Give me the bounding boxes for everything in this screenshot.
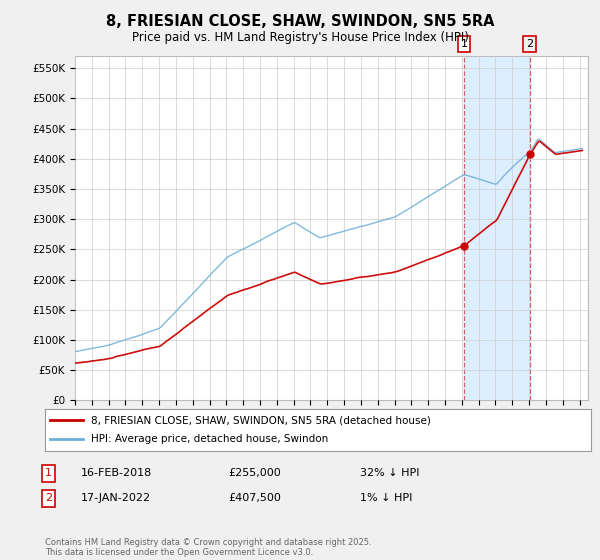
Text: Price paid vs. HM Land Registry's House Price Index (HPI): Price paid vs. HM Land Registry's House … [131,31,469,44]
Text: 1% ↓ HPI: 1% ↓ HPI [360,493,412,503]
Bar [464,56,530,400]
Text: 1: 1 [45,468,52,478]
Text: 17-JAN-2022: 17-JAN-2022 [81,493,151,503]
Text: £255,000: £255,000 [228,468,281,478]
Text: 2: 2 [45,493,52,503]
Text: 2: 2 [526,39,533,49]
Text: 32% ↓ HPI: 32% ↓ HPI [360,468,419,478]
Text: 8, FRIESIAN CLOSE, SHAW, SWINDON, SN5 5RA (detached house): 8, FRIESIAN CLOSE, SHAW, SWINDON, SN5 5R… [91,415,431,425]
Text: £407,500: £407,500 [228,493,281,503]
Text: 16-FEB-2018: 16-FEB-2018 [81,468,152,478]
Text: 1: 1 [460,39,467,49]
Text: Contains HM Land Registry data © Crown copyright and database right 2025.
This d: Contains HM Land Registry data © Crown c… [45,538,371,557]
Text: HPI: Average price, detached house, Swindon: HPI: Average price, detached house, Swin… [91,435,329,445]
Text: 8, FRIESIAN CLOSE, SHAW, SWINDON, SN5 5RA: 8, FRIESIAN CLOSE, SHAW, SWINDON, SN5 5R… [106,14,494,29]
